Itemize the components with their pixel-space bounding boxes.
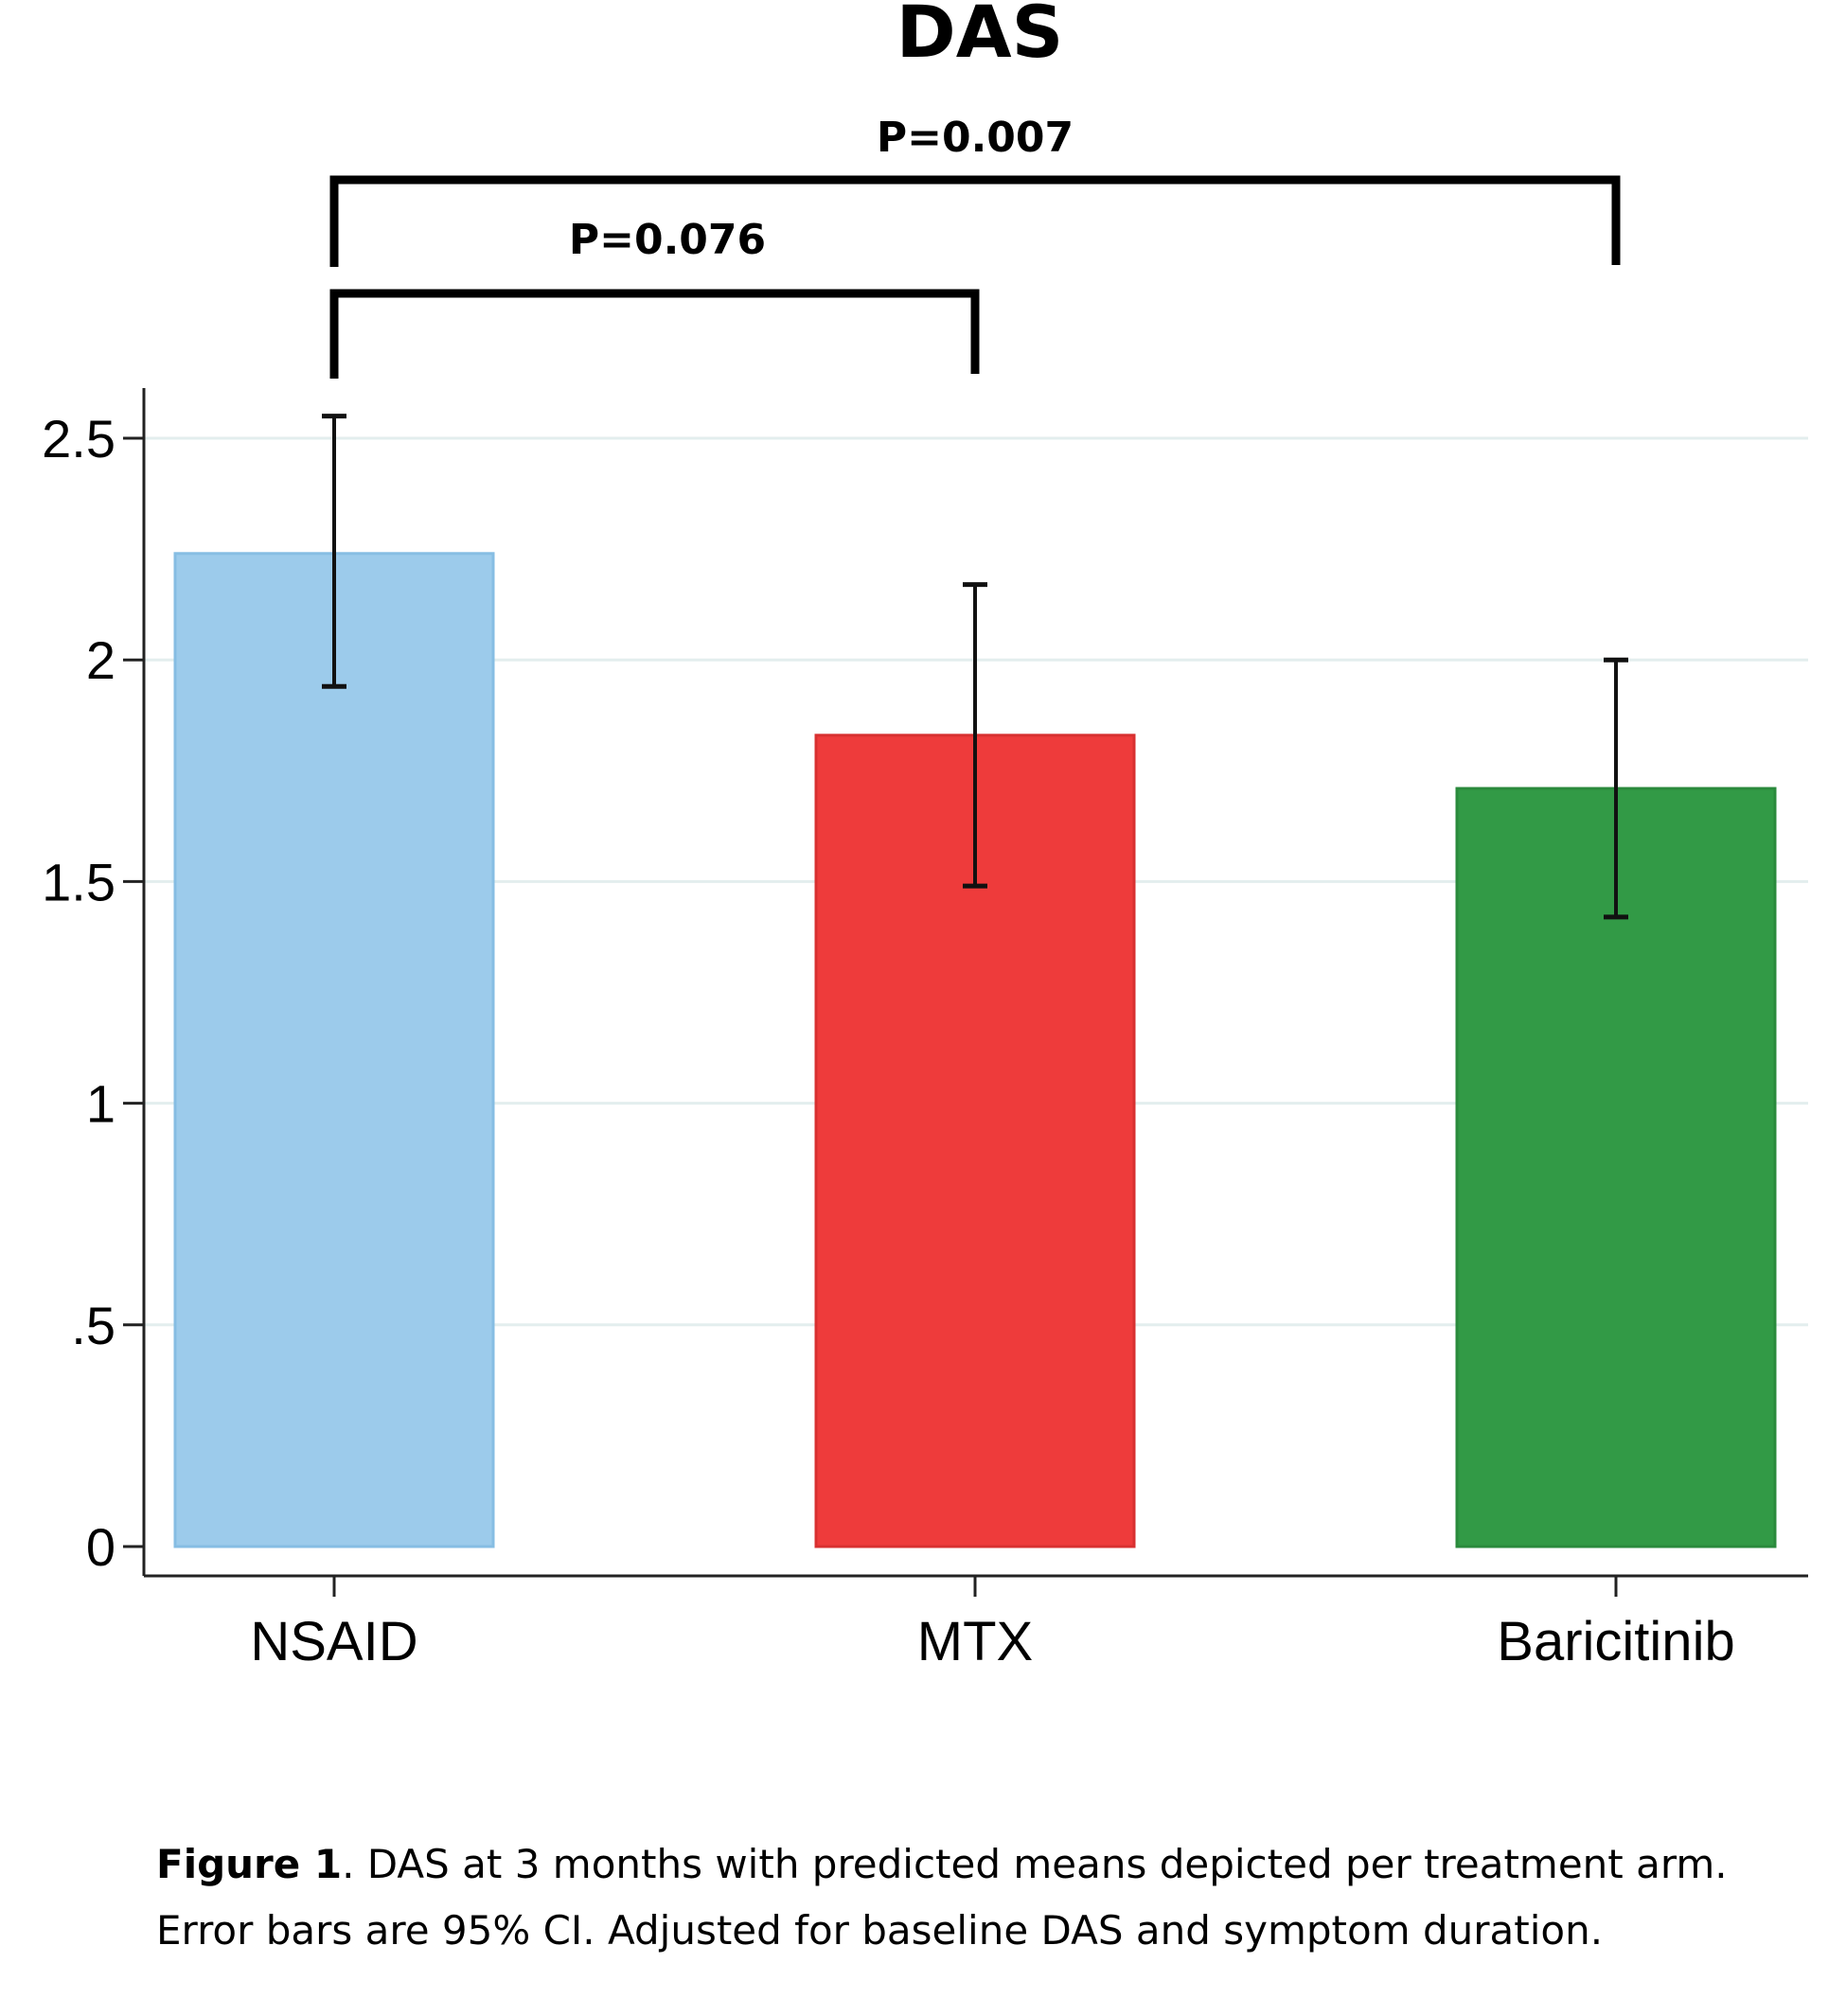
p-value-nsaid-vs-baricitinib: P=0.007 xyxy=(877,114,1074,162)
error-bars xyxy=(322,414,1628,920)
y-tick-label-1: 1 xyxy=(86,1074,115,1134)
chart-title: DAS xyxy=(896,0,1064,74)
bracket-nsaid-vs-baricitinib xyxy=(329,175,1621,267)
caption-line-1: Figure 1. DAS at 3 months with predicted… xyxy=(156,1831,1784,1898)
p-value-nsaid-vs-mtx: P=0.076 xyxy=(569,216,766,264)
y-tick-label-2: 2 xyxy=(86,630,115,690)
y-tick-label-1-5: 1.5 xyxy=(42,852,115,911)
significance-brackets: P=0.076 P=0.007 xyxy=(329,114,1621,379)
figure-caption: Figure 1. DAS at 3 months with predicted… xyxy=(156,1831,1784,1964)
y-axis-ticks: 0 .5 1 1.5 2 2.5 xyxy=(42,409,144,1577)
x-label-mtx: MTX xyxy=(917,1611,1033,1672)
caption-text: . DAS at 3 months with predicted means d… xyxy=(342,1841,1728,1887)
x-label-nsaid: NSAID xyxy=(250,1611,417,1672)
y-tick-label-0: 0 xyxy=(86,1517,115,1577)
caption-line-2: Error bars are 95% CI. Adjusted for base… xyxy=(156,1907,1604,1954)
chart: DAS P=0.076 P=0.007 0 .5 1 1.5 2 2.5 NSAID MTX B… xyxy=(42,0,1808,1672)
bars xyxy=(173,552,1777,1548)
x-axis-labels: NSAID MTX Baricitinib xyxy=(250,1576,1735,1672)
bracket-nsaid-vs-mtx xyxy=(329,289,980,379)
y-tick-label-0-5: .5 xyxy=(71,1296,115,1355)
caption-figure-label: Figure 1 xyxy=(156,1841,343,1887)
bar-mtx xyxy=(814,734,1136,1548)
bar-nsaid xyxy=(173,552,495,1548)
x-label-baricitinib: Baricitinib xyxy=(1497,1611,1734,1672)
y-tick-label-2-5: 2.5 xyxy=(42,409,115,469)
